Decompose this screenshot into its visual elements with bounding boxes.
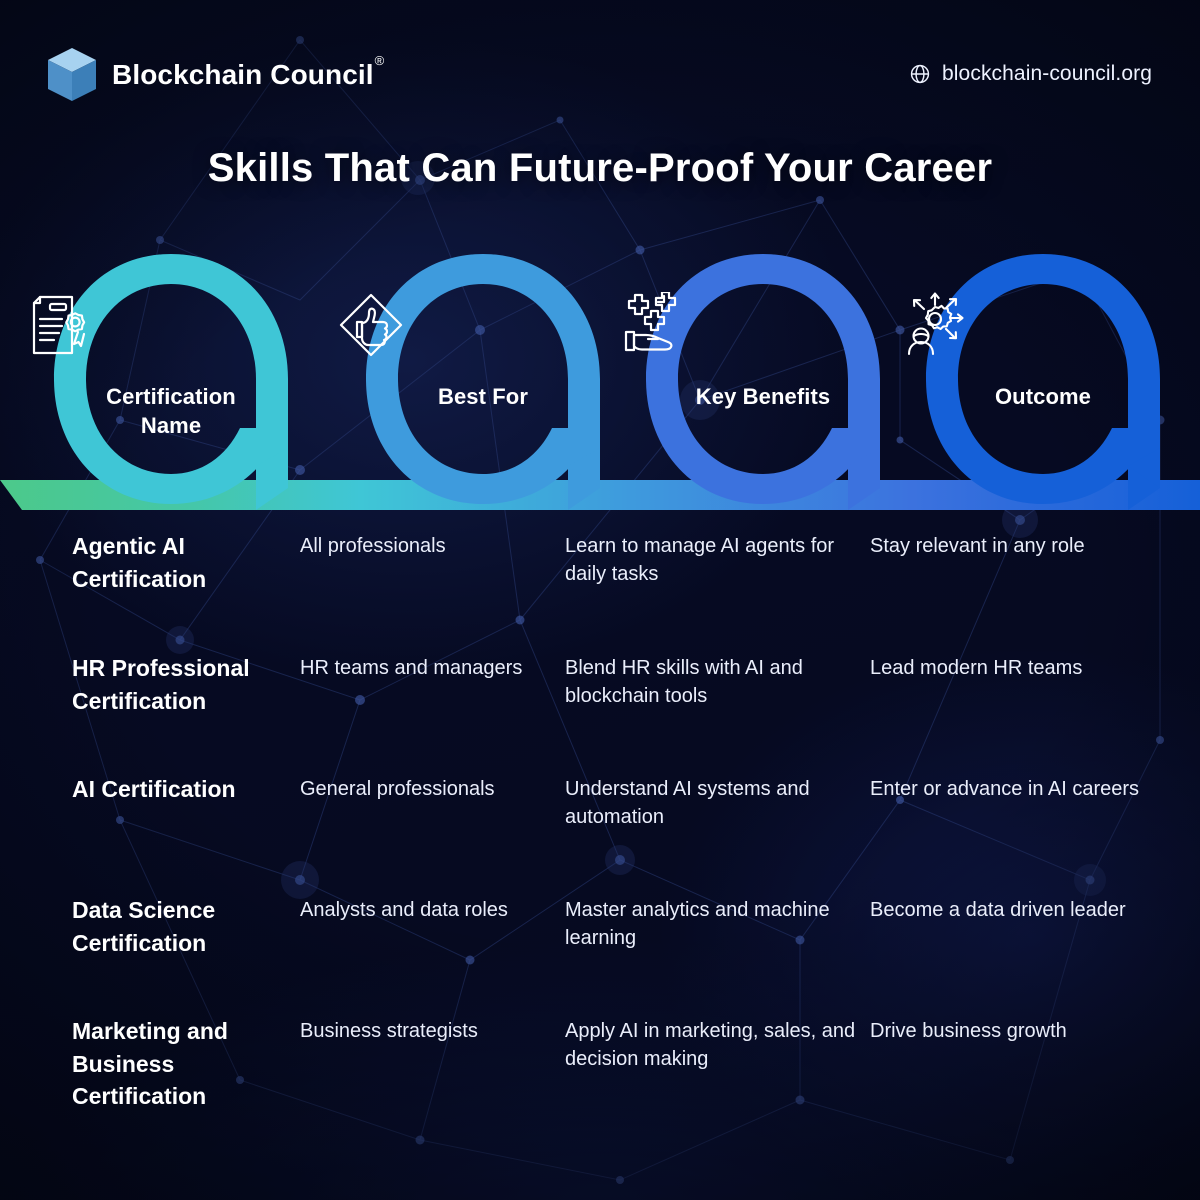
cell-best-for: HR teams and managers [300,657,523,679]
column-header-key-benefits[interactable]: Key Benefits [618,248,908,510]
cell-best-for: All professionals [300,535,446,557]
cell-key-benefits: Learn to manage AI agents for daily task… [565,535,835,586]
comparison-table: Agentic AI Certification All professiona… [0,530,1200,1155]
column-header-certification-name[interactable]: Certification Name [26,248,316,510]
brand-name: Blockchain Council® [112,53,384,91]
cell-outcome: Lead modern HR teams [870,657,1083,679]
table-row[interactable]: Marketing and Business Certification Bus… [0,1015,1200,1155]
page-title: Skills That Can Future-Proof Your Career [207,146,993,190]
cell-best-for: General professionals [300,778,495,800]
cell-key-benefits: Blend HR skills with AI and blockchain t… [565,657,803,708]
cell-certification: Marketing and Business Certification [72,1018,228,1110]
column-header-best-for[interactable]: Best For [338,248,628,510]
cell-key-benefits: Master analytics and machine learning [565,899,830,950]
cell-key-benefits: Understand AI systems and automation [565,778,810,829]
column-header-label: Outcome [994,384,1092,409]
cell-best-for: Business strategists [300,1020,478,1042]
column-headers-row: Certification Name Best For [0,248,1200,510]
header-bar: Blockchain Council® blockchain-council.o… [0,0,1200,140]
cell-outcome: Stay relevant in any role [870,535,1085,557]
column-header-label: Best For [437,384,529,409]
cell-outcome: Drive business growth [870,1020,1067,1042]
registered-mark: ® [374,52,385,68]
cell-certification: HR Professional Certification [72,655,250,714]
table-row[interactable]: HR Professional Certification HR teams a… [0,652,1200,773]
cell-best-for: Analysts and data roles [300,899,508,921]
column-header-label: Certification Name [106,384,236,439]
table-row[interactable]: Agentic AI Certification All professiona… [0,530,1200,652]
cell-certification: Agentic AI Certification [72,533,207,592]
cell-key-benefits: Apply AI in marketing, sales, and decisi… [565,1020,856,1071]
column-header-outcome[interactable]: Outcome [898,248,1188,510]
cell-certification: Data Science Certification [72,897,216,956]
column-header-label: Key Benefits [695,384,831,409]
cell-certification: AI Certification [72,776,236,802]
cell-outcome: Become a data driven leader [870,899,1126,921]
brand[interactable]: Blockchain Council® [46,46,384,104]
table-row[interactable]: Data Science Certification Analysts and … [0,894,1200,1015]
table-row[interactable]: AI Certification General professionals U… [0,773,1200,894]
cell-outcome: Enter or advance in AI careers [870,778,1140,800]
cube-logo-icon [48,48,96,101]
connector-bar [0,480,1200,510]
website-link[interactable]: blockchain-council.org [909,62,1152,86]
website-url: blockchain-council.org [942,62,1152,85]
brand-name-text: Blockchain Council [112,59,374,90]
globe-icon [910,64,930,84]
